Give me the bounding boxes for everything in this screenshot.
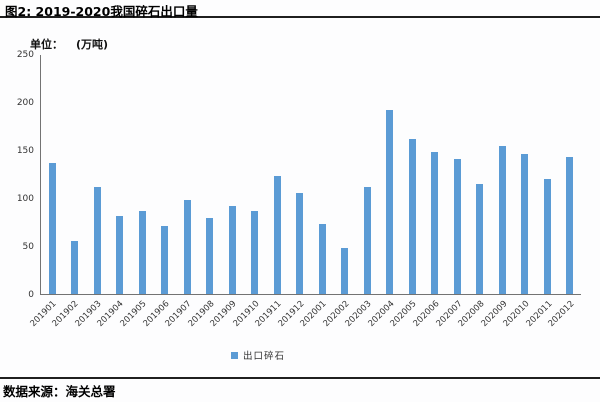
bar (71, 241, 79, 294)
bar-slot (514, 55, 537, 294)
bar (138, 210, 146, 294)
unit-label: 单位： (30, 38, 63, 51)
bar (48, 162, 56, 294)
bar-slot (559, 55, 582, 294)
figure-header: 图2: 2019-2020我国碎石出口量 (0, 0, 600, 19)
bar (408, 139, 416, 294)
bar (183, 199, 191, 294)
legend-label: 出口碎石 (242, 351, 285, 362)
bar-slot (199, 55, 222, 294)
bar-slot (334, 55, 357, 294)
bar (341, 247, 349, 294)
bar (521, 153, 529, 294)
bar-slot (311, 55, 334, 294)
bar (116, 216, 124, 294)
bar-slot (536, 55, 559, 294)
figure-title: 图2: 2019-2020我国碎石出口量 (5, 4, 198, 19)
x-axis-labels: 201901 201902 201903 201904 201905 201906 2019… (28, 297, 581, 345)
bar (251, 211, 259, 294)
bar (363, 186, 371, 294)
bar-slot (109, 55, 132, 294)
y-axis-labels: 0 50 100 150 200 250 (0, 50, 34, 300)
bar (453, 158, 461, 294)
bar (93, 187, 101, 294)
bar (228, 205, 236, 294)
plot-area (40, 55, 581, 295)
bar-slot (86, 55, 109, 294)
bar (206, 218, 214, 294)
y-axis-tick-label: 100 (16, 193, 34, 204)
bar-slot (424, 55, 447, 294)
bar-slot (469, 55, 492, 294)
bar-slot (266, 55, 289, 294)
bar-slot (154, 55, 177, 294)
y-axis-tick-label: 50 (22, 241, 34, 252)
unit-value: (万吨) (76, 38, 109, 51)
bar (386, 109, 394, 294)
y-axis-tick-label: 0 (28, 289, 34, 300)
bar (476, 183, 484, 294)
bar (498, 146, 506, 294)
bar-slot (41, 55, 64, 294)
bar-slot (244, 55, 267, 294)
bar-slot (401, 55, 424, 294)
bar (273, 175, 281, 294)
bars (41, 55, 581, 294)
bar (543, 178, 551, 294)
bar-slot (356, 55, 379, 294)
y-axis-tick-label: 150 (16, 145, 34, 156)
bar-slot (379, 55, 402, 294)
footer-divider (0, 377, 600, 379)
y-axis-tick-label: 200 (16, 97, 34, 108)
bar-slot (446, 55, 469, 294)
bar-slot (131, 55, 154, 294)
bar-slot (176, 55, 199, 294)
legend-marker-icon (230, 351, 238, 359)
legend: 出口碎石 (0, 348, 516, 362)
y-axis-tick-label: 250 (16, 49, 34, 60)
bar-slot (64, 55, 87, 294)
bar (296, 193, 304, 294)
bar-slot (221, 55, 244, 294)
bar (161, 225, 169, 294)
data-source-text: 数据来源：海关总署 (3, 384, 116, 399)
bar (566, 156, 574, 294)
bar (431, 151, 439, 294)
bar-slot (491, 55, 514, 294)
bar (318, 223, 326, 294)
unit-row: 单位： (万吨) (30, 36, 108, 52)
bar-slot (289, 55, 312, 294)
